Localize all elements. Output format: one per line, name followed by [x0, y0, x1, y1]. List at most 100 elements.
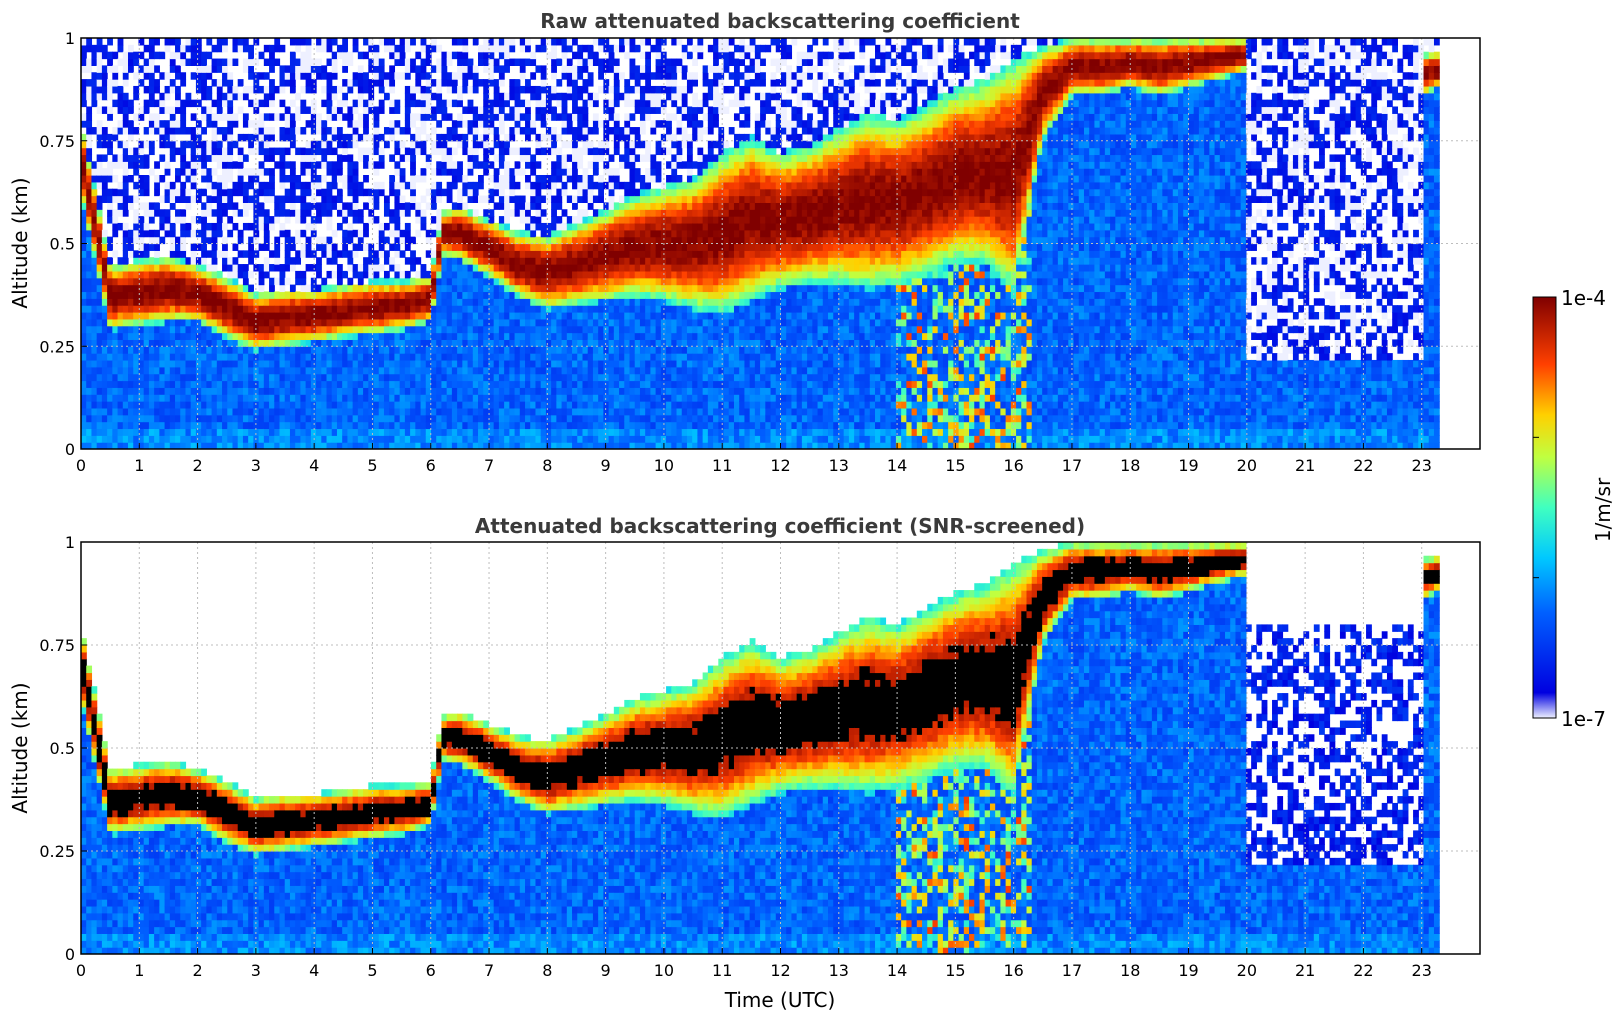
raw-heatmap-cell: [289, 387, 296, 395]
raw-heatmap-cell: [363, 161, 369, 169]
raw-heatmap-cell: [222, 298, 228, 306]
raw-heatmap-cell: [383, 257, 390, 265]
raw-heatmap-cell: [169, 38, 176, 46]
raw-heatmap-cell: [483, 366, 490, 375]
raw-heatmap-cell: [394, 394, 401, 402]
raw-heatmap-cell: [488, 332, 495, 340]
raw-heatmap-cell: [441, 339, 448, 347]
raw-heatmap-cell: [504, 380, 510, 388]
raw-heatmap-cell: [394, 442, 401, 449]
raw-heatmap-cell: [519, 229, 526, 238]
raw-heatmap-cell: [525, 284, 531, 293]
raw-heatmap-cell: [295, 435, 301, 443]
raw-heatmap-cell: [310, 113, 317, 121]
raw-heatmap-cell: [535, 202, 542, 210]
raw-heatmap-cell: [133, 216, 140, 224]
raw-heatmap-cell: [279, 401, 286, 409]
raw-heatmap-cell: [112, 421, 119, 430]
raw-heatmap-cell: [300, 401, 307, 409]
raw-heatmap-cell: [326, 442, 333, 449]
raw-heatmap-cell: [467, 394, 474, 402]
raw-heatmap-cell: [331, 366, 338, 375]
raw-heatmap-cell: [410, 394, 416, 402]
raw-heatmap-cell: [274, 209, 281, 217]
raw-heatmap-cell: [107, 140, 113, 149]
raw-heatmap-cell: [81, 38, 87, 46]
raw-heatmap-cell: [514, 202, 521, 210]
raw-heatmap-cell: [587, 99, 594, 108]
raw-heatmap-cell: [462, 257, 469, 265]
raw-heatmap-cell: [363, 154, 369, 162]
raw-heatmap-cell: [436, 209, 443, 217]
raw-heatmap-cell: [122, 175, 129, 183]
raw-heatmap-cell: [117, 195, 124, 203]
raw-heatmap-cell: [535, 188, 542, 197]
raw-heatmap-cell: [478, 175, 484, 183]
raw-heatmap-cell: [326, 222, 333, 231]
raw-heatmap-cell: [128, 366, 134, 375]
raw-heatmap-cell: [201, 291, 207, 299]
raw-heatmap-cell: [352, 133, 359, 142]
raw-heatmap-cell: [410, 407, 416, 416]
raw-heatmap-cell: [472, 250, 479, 258]
raw-heatmap-cell: [138, 407, 145, 416]
raw-heatmap-cell: [190, 401, 197, 409]
raw-heatmap-cell: [107, 291, 113, 299]
raw-heatmap-cell: [232, 366, 239, 375]
raw-heatmap-cell: [336, 154, 343, 162]
raw-heatmap-cell: [420, 106, 427, 114]
raw-heatmap-cell: [519, 72, 526, 80]
raw-heatmap-cell: [363, 270, 369, 279]
raw-heatmap-cell: [122, 291, 129, 299]
raw-heatmap-cell: [509, 181, 516, 190]
raw-heatmap-cell: [159, 106, 166, 114]
raw-heatmap-cell: [535, 401, 542, 409]
raw-heatmap-cell: [180, 373, 187, 382]
raw-heatmap-cell: [248, 387, 254, 395]
raw-heatmap-cell: [431, 257, 437, 265]
raw-heatmap-cell: [399, 250, 406, 258]
raw-heatmap-cell: [357, 154, 364, 162]
raw-heatmap-cell: [357, 373, 364, 382]
raw-heatmap-cell: [472, 229, 479, 238]
raw-heatmap-cell: [133, 353, 140, 361]
raw-heatmap-cell: [242, 264, 249, 272]
raw-heatmap-cell: [279, 387, 286, 395]
raw-heatmap-cell: [269, 154, 275, 162]
raw-heatmap-column: [582, 44, 589, 449]
raw-heatmap-cell: [195, 298, 202, 306]
raw-heatmap-cell: [143, 257, 150, 265]
raw-heatmap-cell: [253, 188, 260, 197]
raw-heatmap-cell: [457, 339, 463, 347]
raw-heatmap-cell: [352, 202, 359, 210]
raw-heatmap-cell: [504, 58, 510, 66]
raw-heatmap-cell: [504, 99, 510, 108]
raw-heatmap-cell: [175, 318, 181, 327]
raw-heatmap-cell: [258, 325, 265, 334]
raw-heatmap-cell: [572, 202, 578, 210]
raw-heatmap-cell: [420, 291, 427, 299]
raw-heatmap-cell: [96, 284, 103, 293]
raw-heatmap-cell: [164, 85, 171, 94]
raw-heatmap-cell: [169, 229, 176, 238]
raw-heatmap-cell: [279, 421, 286, 430]
raw-heatmap-cell: [383, 421, 390, 430]
raw-heatmap-cell: [190, 407, 197, 416]
raw-heatmap-cell: [525, 175, 531, 183]
raw-heatmap-cell: [107, 257, 113, 265]
raw-heatmap-cell: [117, 339, 124, 347]
raw-heatmap-cell: [357, 120, 364, 128]
raw-heatmap-cell: [525, 387, 531, 395]
raw-heatmap-cell: [227, 72, 234, 80]
raw-heatmap-cell: [431, 407, 437, 416]
raw-heatmap-cell: [143, 380, 150, 388]
raw-heatmap-cell: [478, 257, 484, 265]
raw-heatmap-cell: [227, 140, 234, 149]
raw-heatmap-cell: [91, 243, 98, 251]
raw-heatmap-cell: [363, 442, 369, 449]
raw-heatmap-cell: [169, 394, 176, 402]
raw-heatmap-cell: [436, 277, 443, 286]
raw-heatmap-cell: [269, 188, 275, 197]
raw-heatmap-cell: [587, 339, 594, 347]
raw-heatmap-cell: [300, 421, 307, 430]
